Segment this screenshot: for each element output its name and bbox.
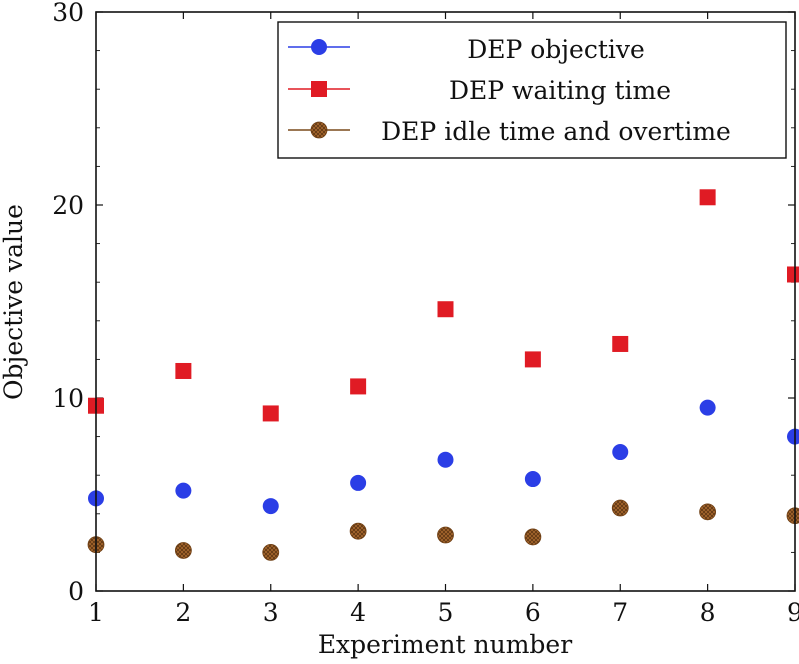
- dep-objective-point: [524, 471, 541, 488]
- dep-waiting-time-point: [350, 378, 367, 395]
- legend-label-dep-objective: DEP objective: [467, 35, 645, 64]
- dep-objective-point: [699, 399, 716, 416]
- legend-label-dep-waiting-time: DEP waiting time: [449, 76, 671, 105]
- dep-waiting-time-point: [262, 405, 279, 422]
- dep-waiting-time-point: [699, 189, 716, 206]
- dep-waiting-time-legend-marker: [311, 81, 327, 97]
- tick-labels: 1 2 3 4 5 6 7 8 9 0 10 20 30: [52, 0, 799, 627]
- x-tick-label: 2: [175, 598, 191, 627]
- dep-idle-time-and-overtime-point: [262, 544, 280, 561]
- dep-waiting-time-point: [175, 362, 192, 379]
- x-tick-label: 7: [612, 598, 628, 627]
- x-tick-label: 3: [263, 598, 279, 627]
- legend-label-dep-idle-overtime: DEP idle time and overtime: [381, 117, 731, 146]
- dep-waiting-time-point: [524, 351, 541, 368]
- legend-box: [277, 21, 787, 159]
- x-tick-label: 9: [787, 598, 799, 627]
- dep-objective-point: [262, 498, 279, 515]
- y-axis-label: Objective value: [0, 204, 28, 400]
- y-tick-label: 30: [52, 0, 84, 27]
- dep-idle-time-and-overtime-point: [699, 503, 717, 521]
- dep-objective-legend-marker: [311, 39, 327, 55]
- data-points: [87, 189, 799, 561]
- x-tick-label: 5: [438, 598, 454, 627]
- dep-objective-point: [612, 444, 629, 461]
- dep-idle-time-and-overtime-legend-marker: [310, 121, 328, 139]
- dep-waiting-time-point: [612, 335, 629, 352]
- x-tick-label: 8: [700, 598, 716, 627]
- dep-waiting-time-point: [437, 301, 454, 318]
- plot-frame: [95, 11, 796, 592]
- x-axis-label: Experiment number: [318, 630, 572, 659]
- dep-objective-point: [437, 451, 454, 468]
- dep-objective-point: [787, 428, 799, 445]
- dep-idle-time-and-overtime-point: [174, 542, 192, 559]
- dep-objective-point: [175, 482, 192, 499]
- x-tick-label: 6: [525, 598, 541, 627]
- y-tick-label: 20: [52, 191, 84, 220]
- dep-waiting-time-point: [787, 266, 799, 283]
- dep-objective-point: [350, 474, 367, 491]
- dep-idle-time-and-overtime-point: [349, 522, 367, 540]
- x-tick-label: 4: [350, 598, 366, 627]
- legend-markers: [288, 39, 350, 139]
- dep-idle-time-and-overtime-point: [611, 499, 629, 517]
- dep-idle-time-and-overtime-point: [524, 528, 542, 546]
- legend: DEP objective DEP waiting time DEP idle …: [277, 21, 787, 159]
- dep-idle-time-and-overtime-point: [437, 526, 454, 544]
- y-tick-label: 10: [52, 384, 84, 413]
- dep-idle-time-and-overtime-point: [786, 507, 799, 525]
- x-tick-label: 1: [88, 598, 104, 627]
- y-tick-label: 0: [68, 577, 84, 606]
